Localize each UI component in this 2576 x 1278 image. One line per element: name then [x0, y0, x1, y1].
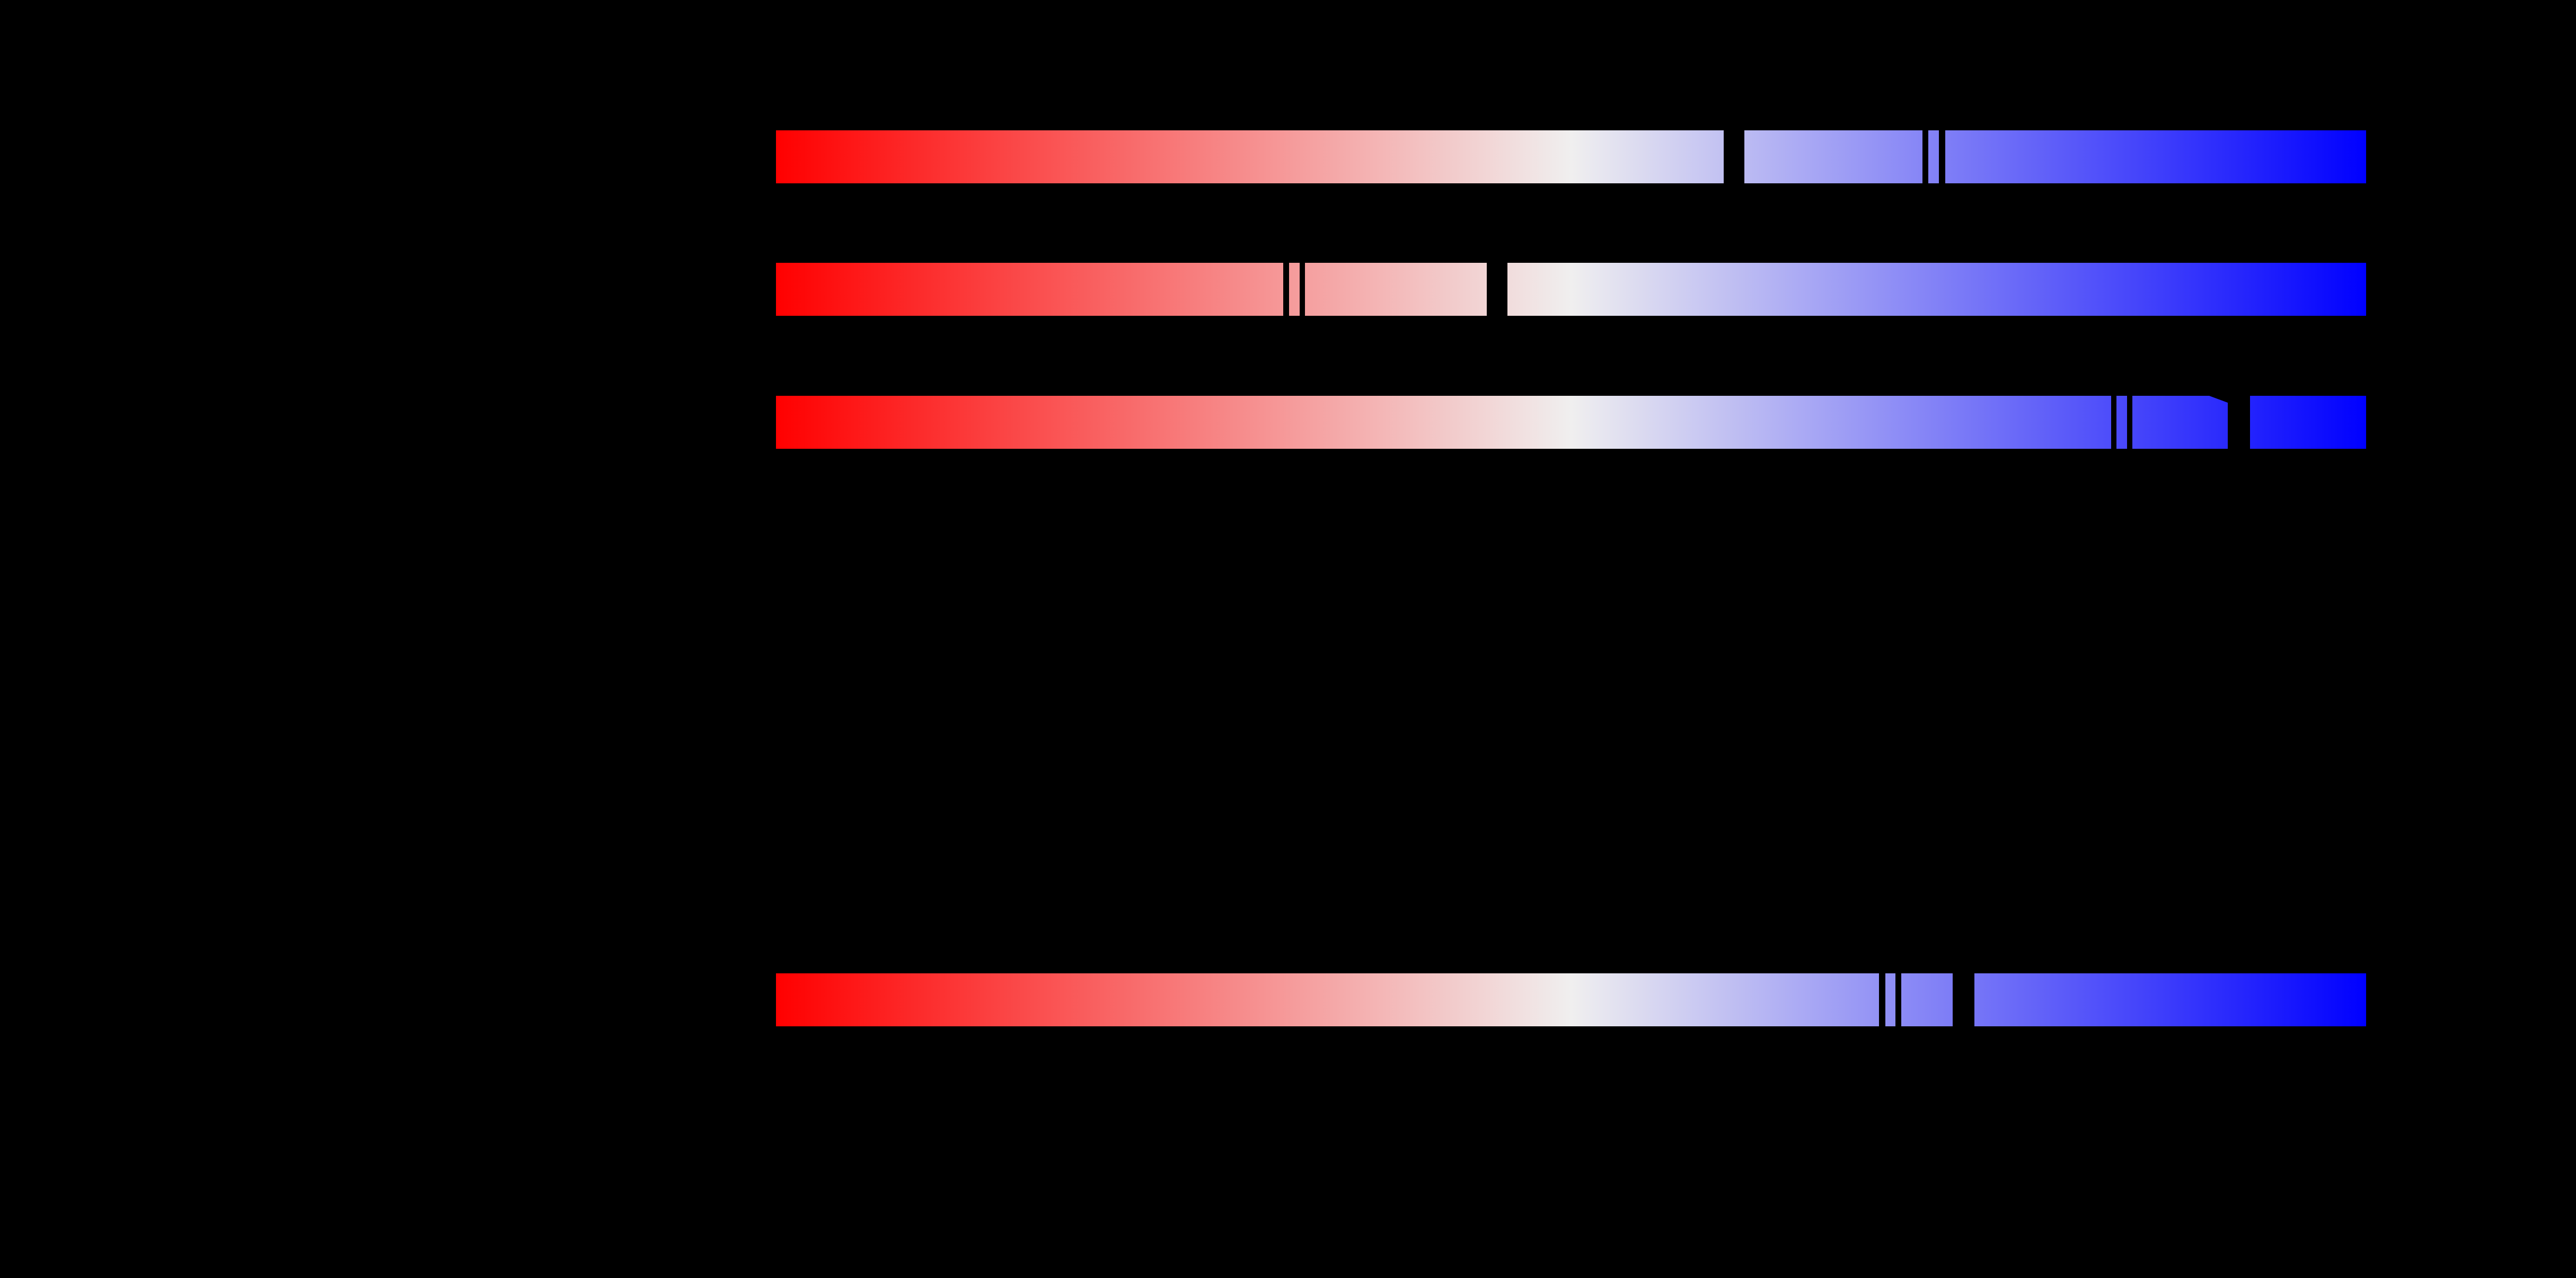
colorbar-row-1: [776, 130, 2366, 183]
tick-mark: [1895, 973, 1901, 1026]
tick-mark: [2111, 396, 2116, 449]
tick-mark: [1283, 263, 1289, 316]
tick-mark: [1939, 130, 1945, 183]
break-gap: [1724, 130, 1744, 183]
colorbar-row-3: [776, 396, 2366, 449]
break-gap: [2228, 396, 2250, 449]
tick-mark: [1300, 263, 1305, 316]
break-gap: [1953, 973, 1974, 1026]
tick-mark: [1879, 973, 1885, 1026]
break-gap: [1487, 263, 1507, 316]
segment-corner-notch: [2209, 396, 2228, 403]
tick-mark: [1922, 130, 1928, 183]
colorbar-row-2: [776, 263, 2366, 316]
tick-mark: [2127, 396, 2132, 449]
colorbar-row-4: [776, 973, 2366, 1026]
